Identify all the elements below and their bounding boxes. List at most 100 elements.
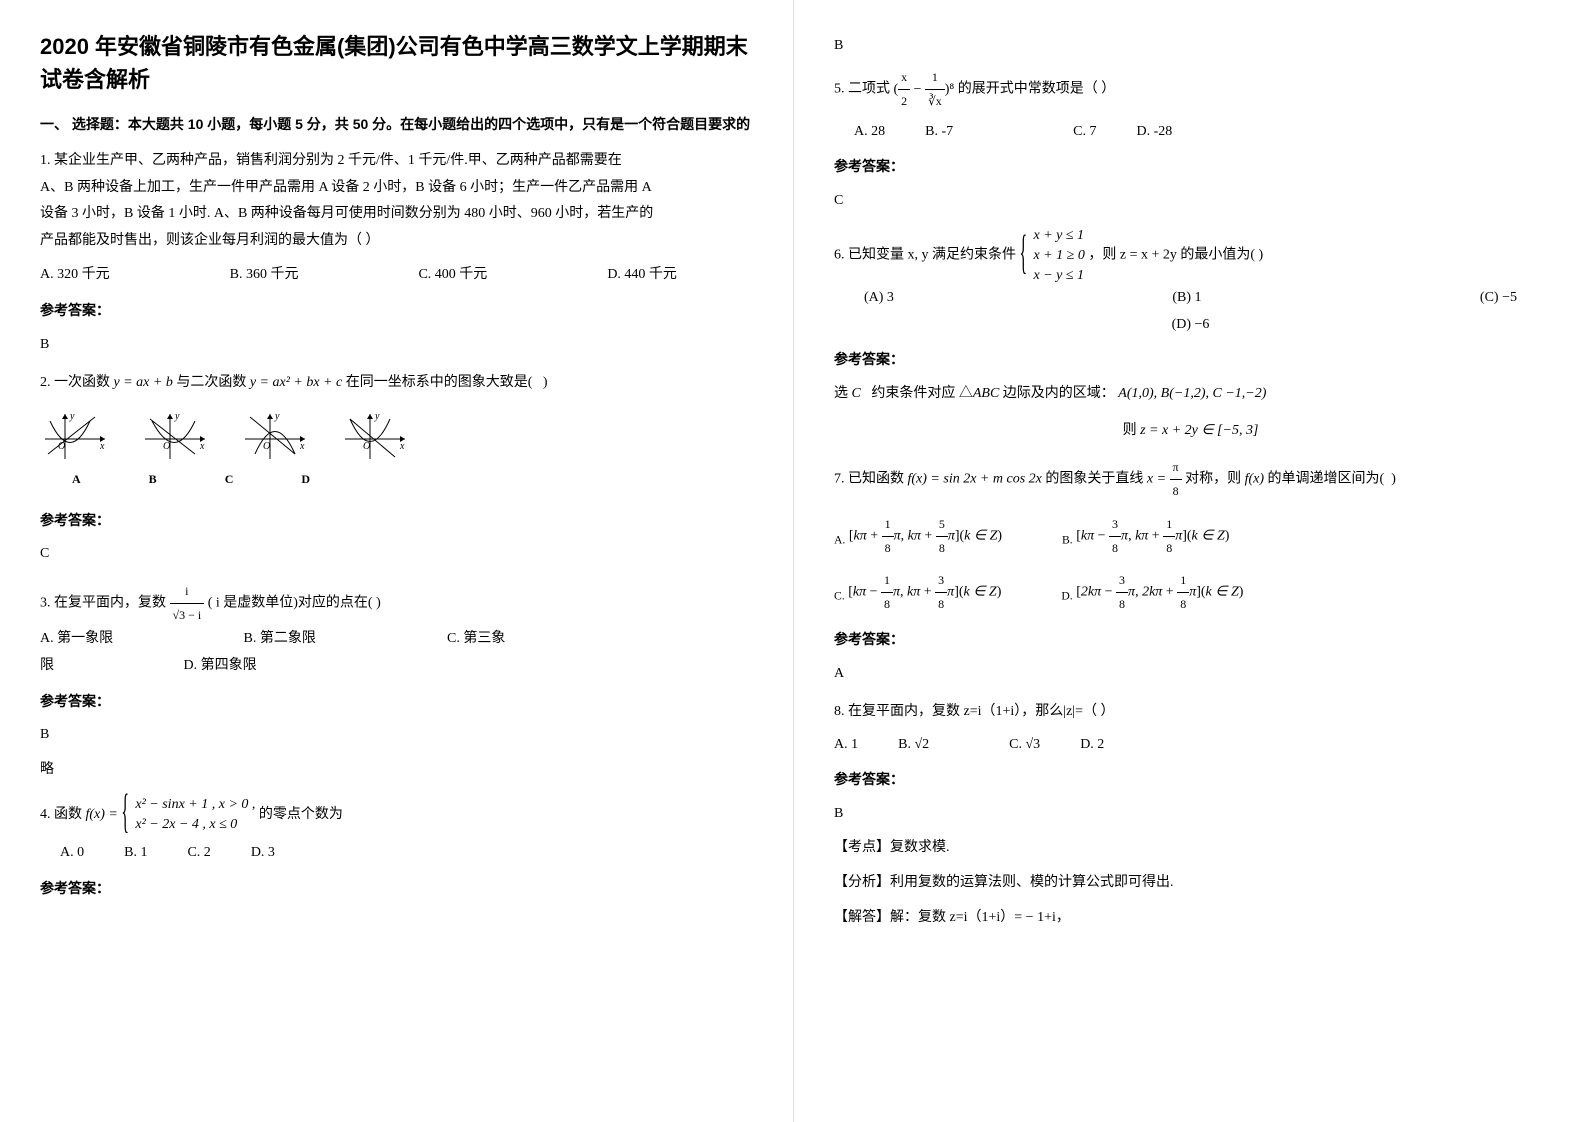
svg-text:x: x xyxy=(99,441,105,452)
q6-constraints: x + y ≤ 1 x + 1 ≥ 0 x − y ≤ 1 xyxy=(1020,226,1085,285)
q5-binomial: (x2 − 1∛x)⁸ xyxy=(894,82,955,97)
q1-opt-b: B. 360 千元 xyxy=(230,262,299,289)
q2-lab-a: A xyxy=(72,468,81,491)
q6-sol1: 选 C 约束条件对应 △ABC 边际及内的区域： A(1,0), B(−1,2)… xyxy=(834,381,1547,408)
question-1: 1. 某企业生产甲、乙两种产品，销售利润分别为 2 千元/件、1 千元/件.甲、… xyxy=(40,148,753,358)
q8-answer-label: 参考答案： xyxy=(834,766,1547,793)
right-column: B 5. 二项式 (x2 − 1∛x)⁸ 的展开式中常数项是（ ） A. 28 … xyxy=(794,0,1587,1122)
q7-answer-label: 参考答案： xyxy=(834,626,1547,653)
q2-lab-c: C xyxy=(225,468,234,491)
q6-options-row1: (A) 3 (B) 1 (C) −5 xyxy=(834,285,1547,312)
q4-text-a: 4. 函数 xyxy=(40,807,82,822)
q8-sol1: 【考点】复数求模. xyxy=(834,835,1547,862)
q6-text-a: 6. 已知变量 x, y 满足约束条件 xyxy=(834,248,1020,263)
q2-lab-d: D xyxy=(301,468,310,491)
q3-text-b: ( i 是虚数单位)对应的点在( ) xyxy=(208,595,381,610)
section-1-title: 一、 选择题：本大题共 10 小题，每小题 5 分，共 50 分。在每小题给出的… xyxy=(40,114,753,134)
q3-opt-c2: 限 xyxy=(40,653,180,680)
q3-options-row1: A. 第一象限 B. 第二象限 C. 第三象 xyxy=(40,626,753,653)
svg-text:O: O xyxy=(363,441,370,452)
q8-sol2: 【分析】利用复数的运算法则、模的计算公式即可得出. xyxy=(834,870,1547,897)
q4-answer-label: 参考答案： xyxy=(40,875,753,902)
q8-text: 8. 在复平面内，复数 z=i（1+i），那么|z|=（ ） xyxy=(834,699,1547,726)
q2-answer: C xyxy=(40,541,753,568)
q4-opt-d: D. 3 xyxy=(251,840,275,867)
q3-note: 略 xyxy=(40,757,753,784)
q1-line-a: 1. 某企业生产甲、乙两种产品，销售利润分别为 2 千元/件、1 千元/件.甲、… xyxy=(40,148,753,175)
q1-line-d: 产品都能及时售出，则该企业每月利润的最大值为（ ） xyxy=(40,228,753,255)
svg-text:x: x xyxy=(199,441,205,452)
graph-d-icon: Ox y xyxy=(340,409,410,464)
page-root: 2020 年安徽省铜陵市有色金属(集团)公司有色中学高三数学文上学期期末试卷含解… xyxy=(0,0,1587,1122)
q3-opt-c: C. 第三象 xyxy=(447,631,505,646)
question-3: 3. 在复平面内，复数 i √3 − i ( i 是虚数单位)对应的点在( ) … xyxy=(40,580,753,784)
q5-text-a: 5. 二项式 xyxy=(834,82,894,97)
svg-text:y: y xyxy=(69,411,75,422)
question-2: 2. 一次函数 y = ax + b 与二次函数 y = ax² + bx + … xyxy=(40,370,753,568)
question-4: 4. 函数 f(x) = x² − sinx + 1 , x > 0 , x² … xyxy=(40,795,753,901)
q6-c1: x + y ≤ 1 xyxy=(1034,226,1085,246)
q1-line-c: 设备 3 小时，B 设备 1 小时. A、B 两种设备每月可使用时间数分别为 4… xyxy=(40,201,753,228)
svg-text:y: y xyxy=(374,411,380,422)
question-6: 6. 已知变量 x, y 满足约束条件 x + y ≤ 1 x + 1 ≥ 0 … xyxy=(834,226,1547,444)
q5-answer: C xyxy=(834,188,1547,215)
q8-opt-a: A. 1 xyxy=(834,732,858,759)
graph-a-icon: Oxy xyxy=(40,409,110,464)
q4-piece-1: x² − sinx + 1 , x > 0 , xyxy=(135,795,255,815)
q7-answer: A xyxy=(834,661,1547,688)
q3-opt-a: A. 第一象限 xyxy=(40,626,240,653)
q5-opt-a: A. 28 xyxy=(854,119,885,146)
q7-opt-c: C. [kπ − 18π, kπ + 38π](k ∈ Z) xyxy=(834,569,1001,616)
q6-sol2: 则 z = x + 2y ∈ [−5, 3] xyxy=(834,418,1547,445)
svg-text:x: x xyxy=(299,441,305,452)
q3-opt-d: D. 第四象限 xyxy=(184,658,257,673)
q5-text: 5. 二项式 (x2 − 1∛x)⁸ 的展开式中常数项是（ ） xyxy=(834,66,1547,113)
q5-opt-b: B. -7 xyxy=(925,119,953,146)
q8-opt-d: D. 2 xyxy=(1080,732,1104,759)
q6-opt-d: (D) −6 xyxy=(1172,317,1210,332)
q5-text-b: 的展开式中常数项是（ ） xyxy=(958,82,1116,97)
q7-row-ab: A. [kπ + 18π, kπ + 58π](k ∈ Z) B. [kπ − … xyxy=(834,513,1547,560)
q6-c2: x + 1 ≥ 0 xyxy=(1034,246,1085,266)
q8-answer: B xyxy=(834,801,1547,828)
q4-text-b: 的零点个数为 xyxy=(259,807,343,822)
q1-answer-label: 参考答案： xyxy=(40,297,753,324)
q6-c3: x − y ≤ 1 xyxy=(1034,266,1085,286)
q3-answer: B xyxy=(40,722,753,749)
q6-opt-a: (A) 3 xyxy=(864,285,894,312)
q6-text-b: ，则 z = x + 2y 的最小值为( ) xyxy=(1088,248,1263,263)
question-8: 8. 在复平面内，复数 z=i（1+i），那么|z|=（ ） A. 1 B. √… xyxy=(834,699,1547,931)
q6-options-row2: (D) −6 xyxy=(834,312,1547,339)
q8-opt-b: B. √2 xyxy=(898,732,929,759)
q7-opt-d: D. [2kπ − 38π, 2kπ + 18π](k ∈ Z) xyxy=(1061,569,1243,616)
q1-line-b: A、B 两种设备上加工，生产一件甲产品需用 A 设备 2 小时，B 设备 6 小… xyxy=(40,175,753,202)
q6-opt-c: (C) −5 xyxy=(1480,285,1517,312)
q2-text: 2. 一次函数 y = ax + b 与二次函数 y = ax² + bx + … xyxy=(40,370,753,397)
q2-graph-labels: A B C D xyxy=(40,468,753,491)
left-column: 2020 年安徽省铜陵市有色金属(集团)公司有色中学高三数学文上学期期末试卷含解… xyxy=(0,0,794,1122)
q1-opt-c: C. 400 千元 xyxy=(418,262,487,289)
q1-opt-d: D. 440 千元 xyxy=(607,262,677,289)
q4-answer: B xyxy=(834,38,1547,54)
q8-opt-c: C. √3 xyxy=(1009,732,1040,759)
q2-answer-label: 参考答案： xyxy=(40,507,753,534)
graph-b-icon: Oxy xyxy=(140,409,210,464)
q4-opt-a: A. 0 xyxy=(60,840,84,867)
q3-text-a: 3. 在复平面内，复数 xyxy=(40,595,166,610)
question-5: 5. 二项式 (x2 − 1∛x)⁸ 的展开式中常数项是（ ） A. 28 B.… xyxy=(834,66,1547,214)
svg-text:y: y xyxy=(174,411,180,422)
q1-answer: B xyxy=(40,332,753,359)
svg-text:O: O xyxy=(263,441,270,452)
q4-piece-2: x² − 2x − 4 , x ≤ 0 xyxy=(135,815,255,835)
q5-opt-d: D. -28 xyxy=(1136,119,1172,146)
q5-answer-label: 参考答案： xyxy=(834,153,1547,180)
question-7: 7. 已知函数 f(x) = sin 2x + m cos 2x 的图象关于直线… xyxy=(834,456,1547,687)
q3-opt-b: B. 第二象限 xyxy=(244,626,444,653)
svg-text:x: x xyxy=(399,441,405,452)
q8-sol3: 【解答】解：复数 z=i（1+i）= − 1+i， xyxy=(834,905,1547,932)
q6-opt-b: (B) 1 xyxy=(1172,285,1201,312)
q3-text: 3. 在复平面内，复数 i √3 − i ( i 是虚数单位)对应的点在( ) xyxy=(40,580,753,627)
q5-opt-c: C. 7 xyxy=(1073,119,1096,146)
q3-frac-num: i xyxy=(170,580,205,604)
q5-options: A. 28 B. -7 C. 7 D. -28 xyxy=(854,119,1547,146)
